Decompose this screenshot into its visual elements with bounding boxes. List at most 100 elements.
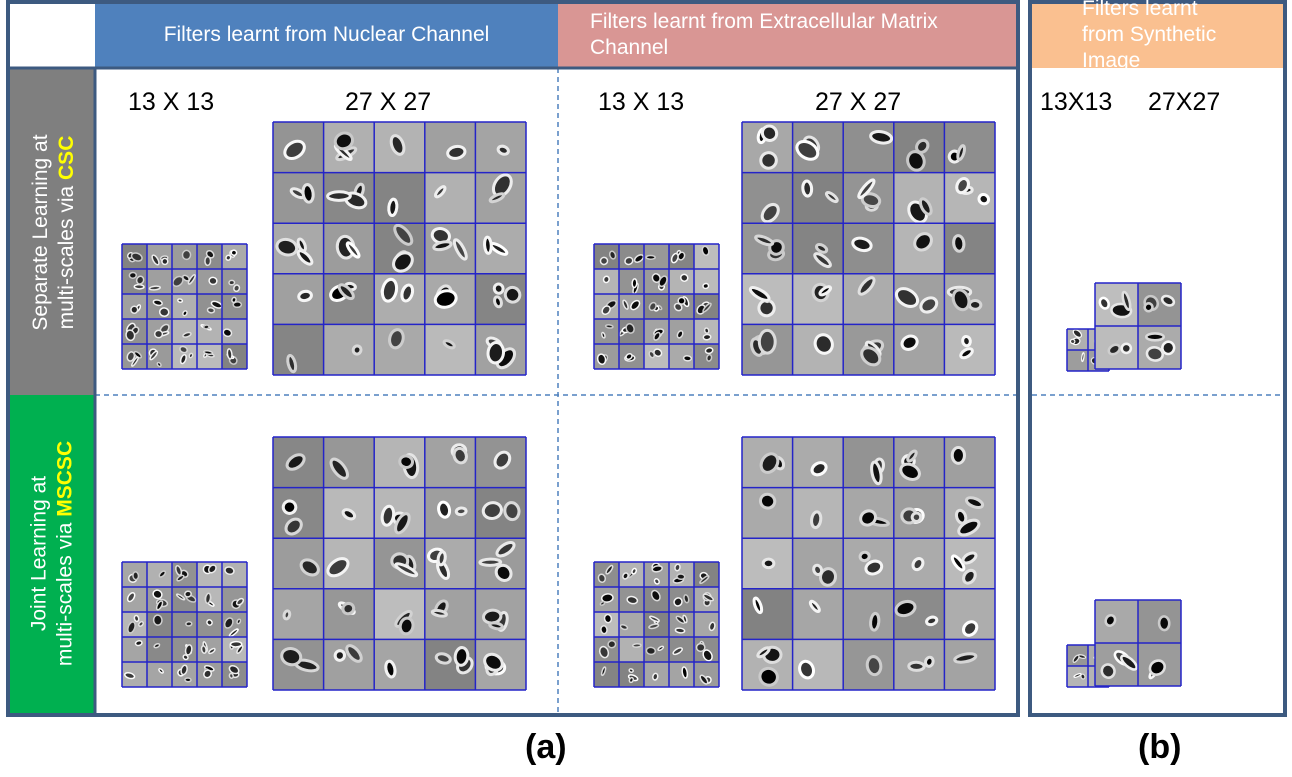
filter-tile	[147, 244, 172, 269]
filter-blob	[504, 502, 520, 521]
scale-label: 13X13	[1040, 88, 1112, 117]
filter-tile	[425, 173, 476, 224]
filter-blob	[203, 325, 209, 330]
filter-blob	[334, 649, 346, 661]
filter-blob	[189, 353, 194, 358]
filter-tile	[122, 587, 147, 612]
filter-blob	[632, 279, 637, 288]
filter-blob	[184, 591, 191, 598]
filter-blob	[131, 306, 138, 314]
filter-blob	[677, 574, 685, 580]
filter-blob	[437, 551, 446, 565]
column-header: Filters learnt from Nuclear Channel	[95, 2, 558, 68]
filter-tile	[944, 223, 995, 274]
filter-blob	[608, 640, 616, 648]
filter-tile	[694, 269, 719, 294]
row-label-line: multi-scales via MSCSC	[52, 441, 78, 666]
filter-blob	[153, 615, 162, 626]
filter-blob	[328, 192, 351, 201]
filter-tile	[843, 589, 894, 640]
filter-tile	[425, 324, 476, 375]
filter-blob	[282, 500, 297, 515]
row-label: Separate Learning at multi-scales via CS…	[11, 69, 96, 396]
filter-tile	[843, 122, 894, 173]
row-label-line: multi-scales via	[55, 186, 78, 330]
column-header: Filters learnt from Extracellular Matrix…	[590, 2, 990, 68]
panel-label: (b)	[1138, 728, 1181, 767]
panel-label: (a)	[525, 728, 567, 767]
filter-tile	[1067, 350, 1088, 371]
filter-blob	[229, 280, 235, 285]
figure: Filters learnt from Nuclear Channel Filt…	[0, 0, 1292, 777]
filter-blob	[870, 613, 880, 631]
filter-blob	[646, 255, 655, 259]
method-name: CSC	[55, 136, 78, 180]
filter-blob	[484, 237, 492, 254]
filter-blob	[629, 668, 634, 672]
row-label-line: multi-scales via	[53, 523, 76, 667]
filter-tile	[619, 637, 644, 662]
filter-tile	[594, 319, 619, 344]
filter-blob	[953, 235, 965, 252]
filter-blob	[207, 307, 215, 313]
filter-blob	[605, 324, 613, 328]
filter-blob	[703, 334, 711, 340]
filter-blob	[352, 345, 362, 356]
filter-grid	[594, 244, 719, 369]
filter-blob	[135, 640, 143, 646]
filter-tile	[324, 324, 375, 375]
filter-grid	[273, 437, 526, 690]
filter-tile	[197, 637, 222, 662]
filter-blob	[456, 507, 466, 515]
filter-blob	[683, 355, 691, 361]
filter-blob	[603, 276, 610, 284]
filter-tile	[944, 122, 995, 173]
filter-tile	[669, 269, 694, 294]
corner-cell	[10, 2, 95, 68]
filter-tile	[843, 437, 894, 488]
filter-blob	[763, 559, 774, 568]
filter-tile	[222, 562, 247, 587]
filter-tile	[172, 612, 197, 637]
filter-blob	[600, 625, 607, 634]
filter-blob	[909, 662, 925, 671]
filter-blob	[962, 336, 971, 346]
filter-blob	[298, 290, 312, 302]
filter-blob	[230, 642, 241, 648]
filter-blob	[185, 678, 191, 682]
filter-blob	[705, 347, 714, 354]
filter-grid	[122, 562, 247, 687]
filter-tile	[273, 324, 324, 375]
filter-blob	[811, 511, 822, 528]
filter-grid	[594, 562, 719, 687]
filter-blob	[674, 564, 680, 572]
filter-blob	[399, 455, 414, 469]
filter-blob	[159, 308, 169, 317]
filter-blob	[706, 354, 712, 361]
filter-blob	[208, 277, 217, 285]
filter-blob	[759, 330, 775, 353]
filter-tile	[669, 662, 694, 687]
filter-blob	[652, 673, 658, 681]
filter-blob	[149, 286, 160, 291]
filter-grid	[742, 122, 995, 375]
filter-tile	[425, 437, 476, 488]
filter-blob	[205, 257, 211, 266]
filter-blob	[493, 283, 505, 295]
filter-tile	[742, 223, 793, 274]
filter-blob	[969, 300, 981, 309]
filter-blob	[629, 677, 634, 683]
filter-blob	[1146, 333, 1163, 340]
filter-blob	[231, 249, 237, 255]
filter-tile	[944, 639, 995, 690]
filter-tile	[425, 538, 476, 589]
filter-tile	[1095, 600, 1138, 643]
scale-label: 27 X 27	[815, 88, 901, 117]
column-header: Filters learnt from Synthetic Image	[1032, 2, 1283, 68]
filter-blob	[802, 181, 812, 197]
filter-blob	[924, 656, 934, 667]
filter-blob	[201, 645, 207, 653]
scale-label: 13 X 13	[128, 88, 214, 117]
filter-tile	[222, 637, 247, 662]
filter-tile	[197, 319, 222, 344]
